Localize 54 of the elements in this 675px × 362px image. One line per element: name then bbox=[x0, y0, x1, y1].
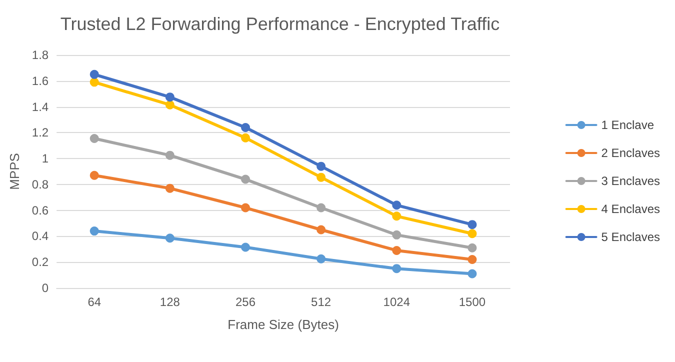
x-tick-label: 256 bbox=[235, 295, 256, 309]
legend-label: 3 Enclaves bbox=[601, 174, 660, 188]
point bbox=[90, 78, 99, 87]
point bbox=[392, 212, 402, 221]
y-tick-label: 0.2 bbox=[32, 255, 49, 270]
point bbox=[468, 255, 477, 264]
x-axis-title: Frame Size (Bytes) bbox=[228, 317, 339, 332]
point bbox=[392, 230, 402, 240]
legend-label: 2 Enclaves bbox=[601, 146, 660, 160]
point bbox=[241, 122, 250, 132]
point bbox=[316, 254, 326, 264]
y-tick-label: 1.2 bbox=[32, 126, 49, 140]
y-axis-title: MPPS bbox=[7, 152, 22, 190]
point bbox=[165, 150, 174, 160]
point bbox=[241, 133, 250, 142]
x-tick-label: 128 bbox=[160, 295, 180, 309]
point bbox=[392, 264, 402, 274]
y-tick-label: 0.4 bbox=[32, 229, 49, 244]
point bbox=[165, 100, 174, 110]
y-tick-label: 1.6 bbox=[32, 74, 49, 88]
point bbox=[90, 226, 99, 236]
y-tick-label: 1 bbox=[42, 152, 49, 166]
point bbox=[316, 225, 326, 234]
point bbox=[241, 174, 250, 184]
y-tick-label: 0.6 bbox=[32, 203, 49, 218]
point bbox=[90, 70, 99, 79]
point bbox=[241, 242, 250, 252]
point bbox=[468, 229, 477, 238]
x-tick-label: 1500 bbox=[458, 295, 486, 309]
y-tick-label: 1.4 bbox=[32, 100, 49, 114]
x-tick-label: 64 bbox=[88, 295, 102, 309]
y-tick-label: 0 bbox=[42, 281, 49, 295]
point bbox=[392, 200, 402, 210]
y-tick-label: 0.8 bbox=[32, 177, 49, 192]
point bbox=[316, 203, 326, 212]
point bbox=[468, 243, 477, 252]
legend-label: 4 Enclaves bbox=[601, 202, 660, 216]
point bbox=[90, 170, 99, 180]
point bbox=[392, 246, 402, 255]
chart-title: Trusted L2 Forwarding Performance - Encrypted Traffic bbox=[60, 14, 500, 34]
point bbox=[165, 184, 174, 193]
x-tick-label: 1024 bbox=[383, 295, 410, 309]
legend-label: 5 Enclaves bbox=[601, 230, 660, 244]
point bbox=[316, 162, 326, 171]
point bbox=[316, 172, 326, 182]
legend-label: 1 Enclave bbox=[601, 118, 654, 132]
point bbox=[468, 220, 477, 230]
point bbox=[90, 134, 99, 143]
point bbox=[241, 203, 250, 212]
x-tick-label: 512 bbox=[311, 295, 332, 309]
point bbox=[165, 234, 174, 243]
point bbox=[468, 269, 477, 278]
point bbox=[165, 92, 174, 102]
y-tick-label: 1.8 bbox=[32, 48, 49, 62]
